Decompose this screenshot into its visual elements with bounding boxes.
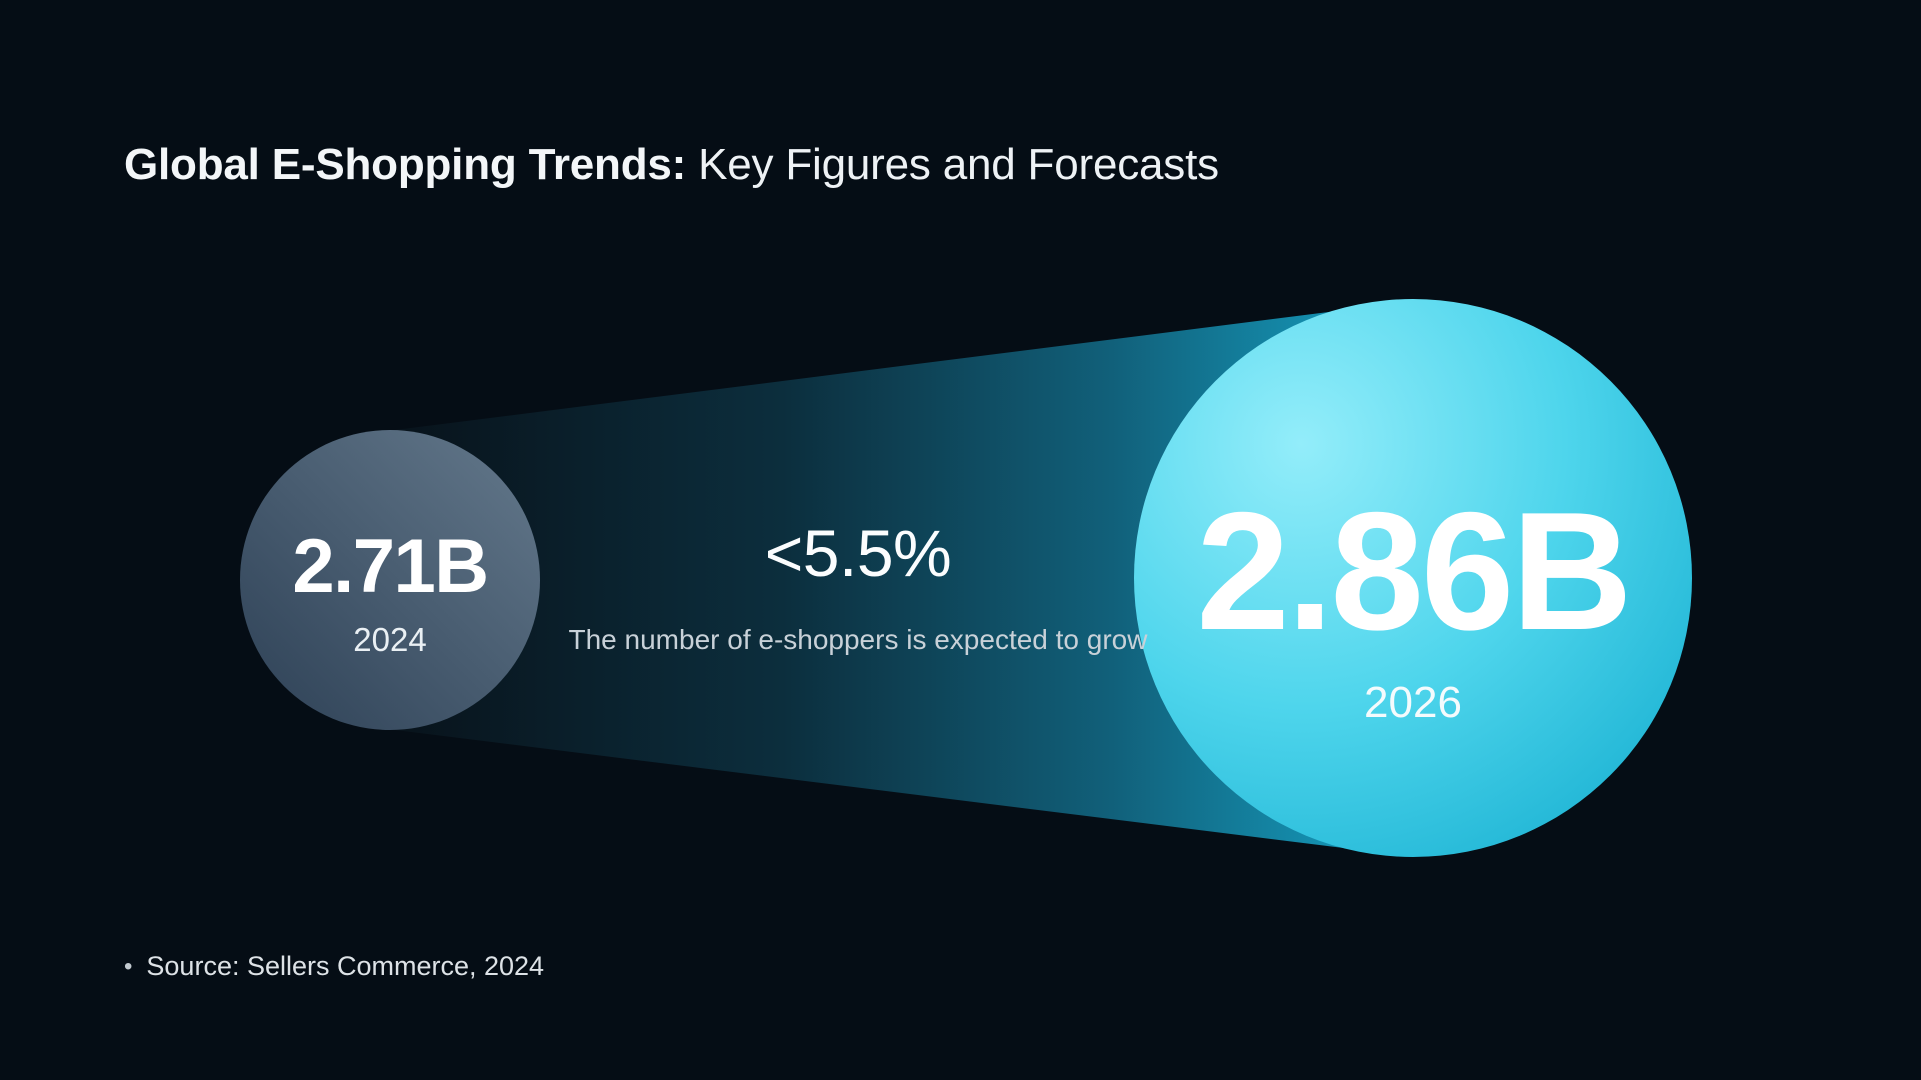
bubble-2026-circle xyxy=(1134,299,1692,857)
page-title-emphasis: Global E-Shopping Trends: xyxy=(124,140,687,190)
bubble-2024-circle xyxy=(240,430,540,730)
source-bullet-icon: • xyxy=(124,952,133,980)
page-title: Global E-Shopping Trends: Key Figures an… xyxy=(124,141,1219,189)
source-note: • Source: Sellers Commerce, 2024 xyxy=(124,951,544,982)
growth-beam-shape xyxy=(371,303,1400,855)
source-text: Source: Sellers Commerce, 2024 xyxy=(146,951,545,981)
page-title-subtext: Key Figures and Forecasts xyxy=(686,140,1219,190)
